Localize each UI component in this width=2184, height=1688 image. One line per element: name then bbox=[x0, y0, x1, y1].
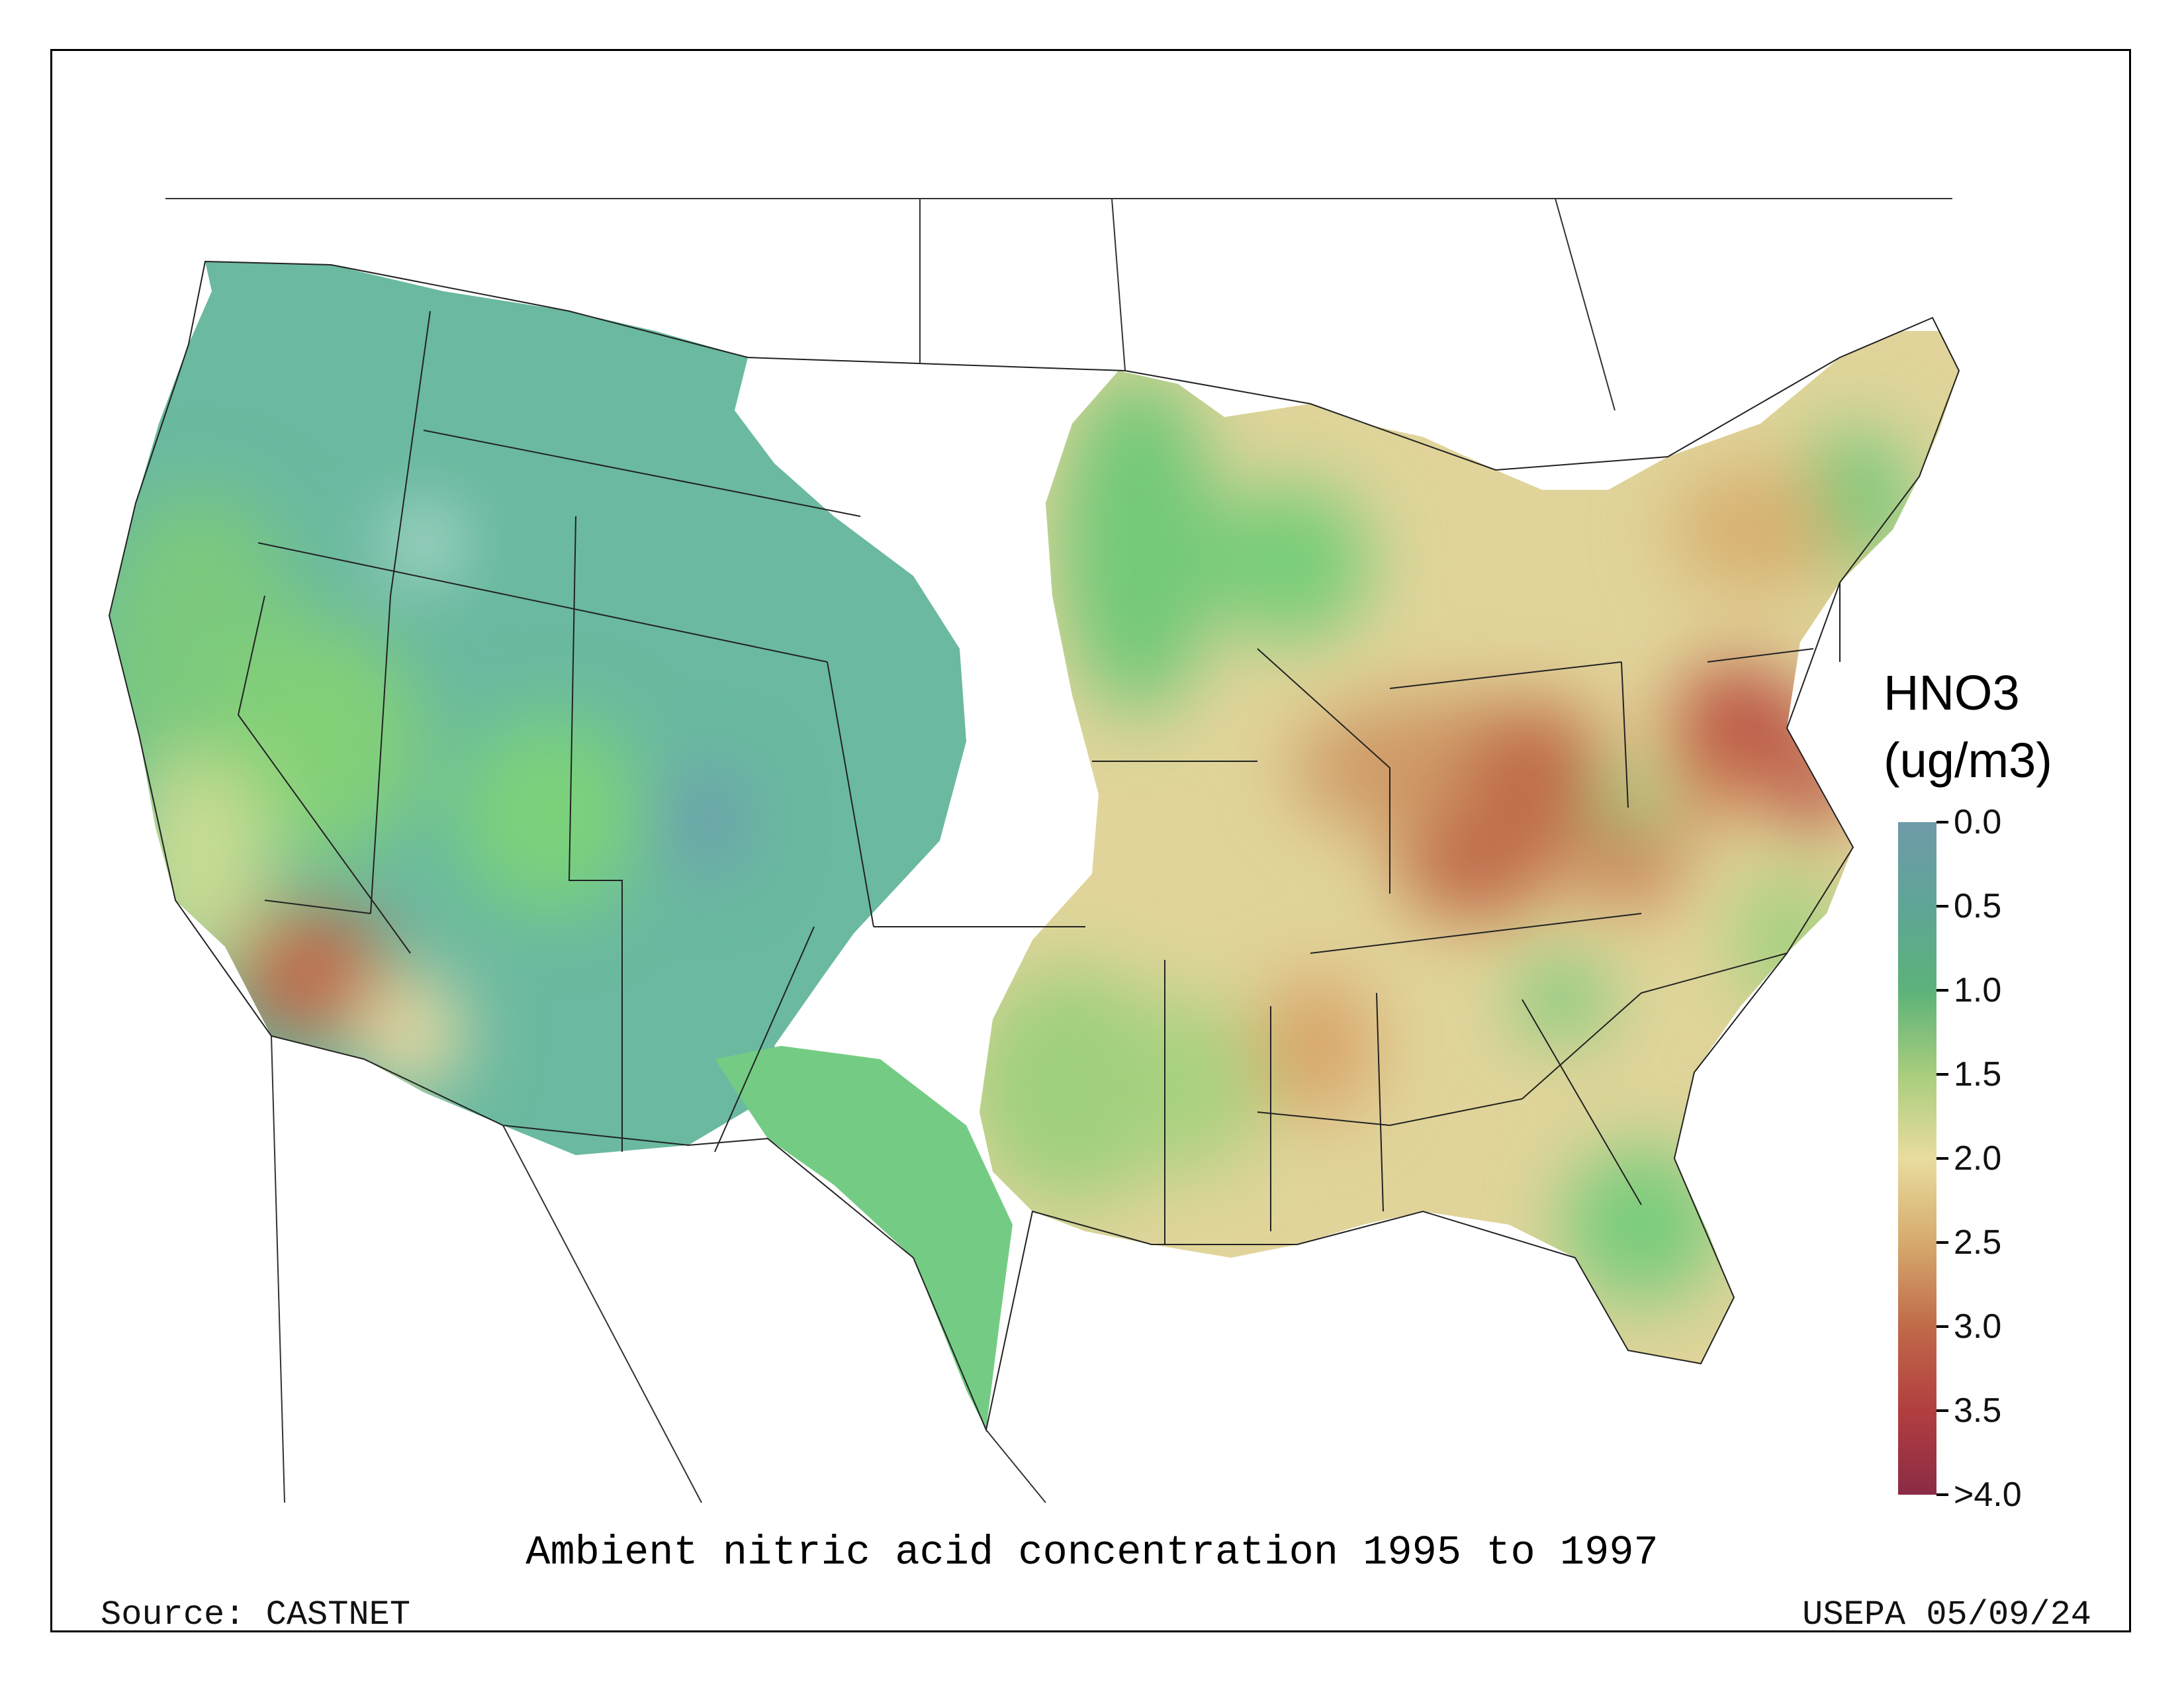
source-note: Source: CASTNET bbox=[101, 1595, 411, 1634]
legend-tick-mark bbox=[1936, 1241, 1948, 1244]
legend-unit: (ug/m3) bbox=[1884, 733, 2052, 788]
legend-tick-label: 1.5 bbox=[1954, 1055, 2002, 1094]
agency-date-stamp: USEPA 05/09/24 bbox=[1802, 1595, 2091, 1634]
us-outline bbox=[108, 260, 1960, 1432]
legend-tick-mark bbox=[1936, 821, 1948, 823]
legend-tick-label: 3.5 bbox=[1954, 1391, 2002, 1430]
legend-tick-label: 2.0 bbox=[1954, 1139, 2002, 1178]
legend-tick-label: 0.5 bbox=[1954, 887, 2002, 925]
legend-tick-label: 3.0 bbox=[1954, 1307, 2002, 1346]
east-surface bbox=[979, 331, 1959, 1364]
legend-title: HNO3 bbox=[1884, 665, 2020, 720]
border-context bbox=[165, 198, 1952, 1503]
legend-tick-mark bbox=[1936, 1325, 1948, 1328]
legend-tick-label: 2.5 bbox=[1954, 1223, 2002, 1262]
legend-tick-label: 1.0 bbox=[1954, 971, 2002, 1009]
legend-tick-mark bbox=[1936, 1157, 1948, 1160]
map-caption: Ambient nitric acid concentration 1995 t… bbox=[525, 1529, 1659, 1576]
legend-tick-mark bbox=[1936, 1073, 1948, 1076]
west-surface bbox=[109, 261, 966, 1155]
legend-tick-label: 0.0 bbox=[1954, 803, 2002, 841]
legend-colorbar bbox=[1898, 822, 1936, 1495]
state-boundaries bbox=[108, 260, 1960, 1432]
legend-tick-mark bbox=[1936, 1409, 1948, 1412]
legend-tick-mark bbox=[1936, 905, 1948, 908]
legend-tick-mark bbox=[1936, 989, 1948, 992]
map-frame bbox=[50, 49, 2131, 1632]
legend-tick-label: >4.0 bbox=[1954, 1476, 2022, 1514]
legend-tick-mark bbox=[1936, 1493, 1948, 1496]
